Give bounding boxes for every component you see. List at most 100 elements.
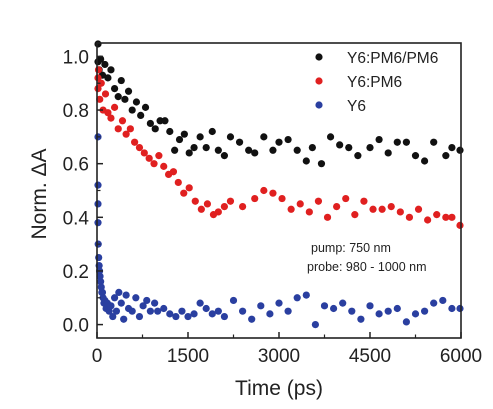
data-point-y6-pm6-pm6 bbox=[180, 130, 188, 138]
data-point-y6 bbox=[393, 304, 401, 313]
data-point-y6-pm6-pm6 bbox=[308, 143, 316, 152]
data-point-y6-pm6-pm6 bbox=[97, 55, 105, 63]
data-point-y6-pm6 bbox=[197, 205, 205, 213]
data-point-y6-pm6 bbox=[405, 213, 414, 221]
data-point-y6 bbox=[94, 181, 102, 189]
data-point-y6 bbox=[154, 307, 162, 315]
data-point-y6-pm6 bbox=[360, 197, 368, 205]
data-point-y6 bbox=[96, 272, 104, 280]
data-point-y6-pm6 bbox=[378, 205, 386, 213]
data-point-y6-pm6 bbox=[220, 202, 228, 211]
y-tick-label: 0.4 bbox=[63, 208, 90, 229]
data-point-y6-pm6 bbox=[118, 117, 127, 125]
data-point-y6-pm6-pm6 bbox=[345, 143, 353, 152]
data-point-y6-pm6 bbox=[214, 208, 222, 216]
data-point-y6-pm6-pm6 bbox=[275, 138, 283, 146]
data-point-y6 bbox=[248, 315, 256, 323]
data-point-y6 bbox=[208, 310, 216, 318]
x-tick-label: 4500 bbox=[349, 346, 391, 367]
y-tick-label: 0.0 bbox=[63, 316, 89, 337]
data-point-y6 bbox=[128, 307, 136, 315]
data-point-y6 bbox=[339, 299, 347, 307]
data-point-y6-pm6 bbox=[101, 90, 110, 98]
data-point-y6-pm6-pm6 bbox=[293, 146, 301, 154]
data-point-y6-pm6 bbox=[424, 216, 432, 224]
legend: Y6:PM6/PM6 Y6:PM6 Y6 bbox=[315, 50, 438, 115]
data-point-y6-pm6 bbox=[160, 162, 168, 170]
data-point-y6-pm6 bbox=[296, 200, 304, 208]
annotation-probe: probe: 980 - 1000 nm bbox=[307, 260, 427, 274]
data-point-y6-pm6 bbox=[305, 208, 313, 216]
data-point-y6 bbox=[220, 312, 228, 321]
data-point-y6-pm6-pm6 bbox=[336, 141, 344, 149]
data-point-y6 bbox=[311, 320, 319, 329]
data-point-y6-pm6-pm6 bbox=[411, 152, 420, 160]
data-point-y6-pm6-pm6 bbox=[196, 133, 204, 141]
y-tick-label: 0.2 bbox=[63, 262, 89, 283]
legend-label-y6: Y6 bbox=[347, 98, 366, 115]
data-point-y6 bbox=[117, 299, 125, 307]
data-point-y6 bbox=[366, 302, 374, 310]
legend-marker-y6-pm6 bbox=[315, 77, 323, 85]
data-point-y6-pm6-pm6 bbox=[317, 160, 326, 168]
data-point-y6-pm6-pm6 bbox=[421, 157, 429, 165]
data-point-y6-pm6-pm6 bbox=[110, 84, 119, 93]
data-point-y6 bbox=[214, 307, 222, 315]
data-point-y6 bbox=[448, 304, 456, 313]
data-point-y6-pm6 bbox=[126, 125, 134, 133]
y-tick-label: 0.6 bbox=[63, 155, 89, 176]
data-point-y6 bbox=[229, 296, 238, 305]
data-point-y6 bbox=[139, 302, 147, 310]
data-point-y6 bbox=[330, 304, 338, 313]
data-point-y6-pm6-pm6 bbox=[137, 111, 145, 120]
data-point-y6 bbox=[110, 294, 119, 302]
x-tick-label: 0 bbox=[92, 346, 103, 367]
data-point-y6 bbox=[421, 307, 429, 315]
data-point-y6 bbox=[384, 307, 392, 315]
data-point-y6-pm6-pm6 bbox=[175, 135, 184, 144]
data-point-y6 bbox=[348, 307, 356, 315]
data-point-y6-pm6-pm6 bbox=[202, 143, 210, 152]
data-point-y6 bbox=[151, 299, 159, 307]
data-point-y6 bbox=[456, 304, 464, 313]
y-tick-label: 0.8 bbox=[63, 101, 89, 122]
ticks-layer: 0 1500 3000 4500 6000 0.0 0.2 0.4 0.6 0.8 1.0 bbox=[63, 47, 483, 367]
data-point-y6-pm6 bbox=[387, 202, 395, 211]
data-point-y6-pm6 bbox=[110, 103, 119, 111]
data-point-y6-pm6-pm6 bbox=[251, 149, 259, 157]
data-point-y6-pm6-pm6 bbox=[302, 157, 310, 165]
data-point-y6 bbox=[375, 310, 383, 318]
data-point-y6-pm6 bbox=[314, 197, 323, 205]
data-point-y6-pm6 bbox=[239, 202, 247, 211]
data-point-y6 bbox=[94, 200, 102, 208]
data-point-y6-pm6 bbox=[278, 194, 286, 203]
data-point-y6 bbox=[275, 299, 283, 307]
data-point-y6-pm6 bbox=[396, 208, 404, 216]
data-point-y6 bbox=[146, 307, 154, 315]
data-point-y6-pm6-pm6 bbox=[94, 40, 102, 48]
data-point-y6 bbox=[122, 291, 130, 299]
data-point-y6-pm6-pm6 bbox=[151, 125, 159, 133]
data-point-y6-pm6-pm6 bbox=[104, 74, 112, 82]
data-point-y6-pm6 bbox=[433, 211, 441, 219]
data-point-y6 bbox=[257, 302, 265, 310]
data-point-y6 bbox=[135, 312, 144, 321]
data-point-y6-pm6-pm6 bbox=[430, 138, 438, 146]
legend-marker-y6-pm6-pm6 bbox=[315, 53, 323, 61]
data-point-y6 bbox=[293, 294, 301, 302]
data-point-y6-pm6 bbox=[145, 154, 153, 162]
data-point-y6-pm6-pm6 bbox=[226, 133, 235, 141]
data-point-y6-pm6-pm6 bbox=[214, 146, 222, 154]
data-point-y6 bbox=[107, 302, 115, 310]
data-point-y6-pm6 bbox=[448, 213, 456, 221]
data-point-y6 bbox=[132, 294, 140, 302]
data-point-y6-pm6 bbox=[287, 205, 295, 213]
data-point-y6-pm6-pm6 bbox=[260, 133, 268, 141]
data-point-y6 bbox=[94, 219, 102, 227]
data-point-y6 bbox=[95, 253, 103, 262]
data-point-y6-pm6 bbox=[96, 95, 104, 103]
plot-frame bbox=[96, 42, 462, 339]
x-tick-label: 1500 bbox=[167, 346, 209, 367]
data-point-y6 bbox=[239, 307, 247, 315]
